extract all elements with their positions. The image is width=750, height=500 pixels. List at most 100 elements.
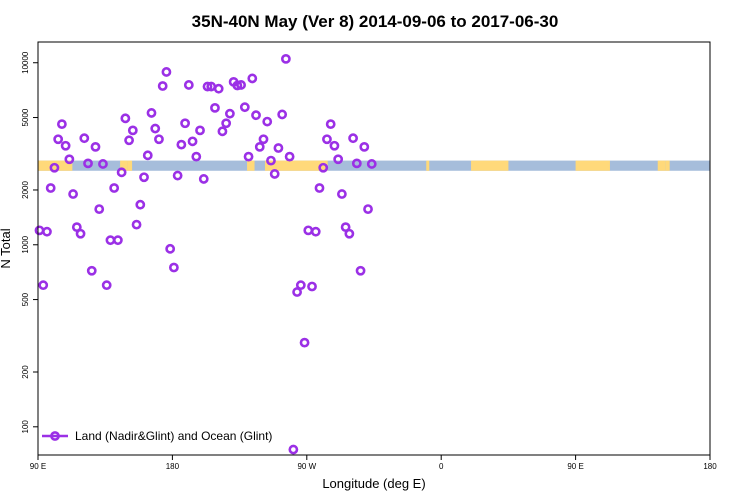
data-point [221,118,232,129]
data-point [127,125,138,136]
data-point [42,226,52,237]
x-tick-label: 0 [439,462,444,471]
data-point [224,108,235,119]
data-point [273,143,284,153]
data-point [355,265,366,276]
data-point [195,125,205,136]
data-point [236,80,246,90]
land-band [127,160,133,171]
data-point [280,53,291,64]
data-point [344,228,355,239]
data-point [251,110,261,121]
land-band [120,160,128,171]
data-point [90,141,101,152]
x-tick-label: 90 E [567,462,583,471]
data-point [56,119,67,130]
data-point [116,167,127,178]
data-point [213,83,224,94]
y-tick-label: 2000 [21,181,30,199]
data-point [154,134,164,145]
data-point [139,172,149,183]
data-point [64,154,75,165]
data-point [322,134,332,145]
data-point [359,141,370,152]
data-point [239,102,250,113]
data-point [363,204,373,215]
x-tick-label: 90 W [297,462,316,471]
data-point [98,159,108,169]
data-point [310,226,321,237]
data-point [254,141,265,152]
data-point [176,139,187,150]
x-tick-label: 180 [703,462,717,471]
land-band [38,160,73,171]
data-point [329,140,340,151]
data-point [288,444,299,455]
data-point [180,118,190,129]
data-point [135,199,146,210]
data-point [284,151,295,162]
data-point [247,73,258,84]
data-point [38,280,49,291]
data-point [243,151,254,162]
data-point [269,169,280,179]
land-band [657,160,666,171]
x-axis-label: Longitude (deg E) [322,476,425,491]
data-point [45,183,56,193]
data-point [161,67,172,77]
data-point [351,158,362,169]
y-axis-label: N Total [0,228,13,268]
data-point [172,170,183,181]
data-point [112,235,123,246]
data-point [262,116,273,127]
data-point [292,287,302,297]
x-tick-label: 90 E [30,462,46,471]
data-point [146,108,157,118]
data-point [348,133,358,144]
data-point [314,183,325,193]
data-point [124,135,134,146]
data-point [86,265,97,276]
data-point [295,280,306,291]
data-point [165,243,176,254]
data-point [198,174,209,184]
data-point [191,151,202,162]
data-point [157,81,168,91]
data-point [120,113,131,124]
data-point [318,162,329,173]
data-point [53,134,64,145]
land-band [471,160,509,171]
data-point [101,280,112,291]
data-point [109,183,120,193]
data-point [266,155,276,166]
data-point [75,228,86,239]
data-point [187,136,198,147]
data-point [307,281,317,292]
data-point [83,158,93,169]
data-point [183,80,194,90]
y-tick-label: 10000 [21,51,30,74]
data-point [202,81,213,92]
data-point [94,204,105,215]
data-points [34,53,377,455]
data-point [142,150,153,161]
land-band [665,160,670,171]
y-tick-label: 100 [21,420,30,434]
chart-title: 35N-40N May (Ver 8) 2014-09-06 to 2017-0… [192,12,559,31]
y-tick-label: 1000 [21,235,30,253]
land-band [426,160,430,171]
data-point [277,109,288,120]
data-point [60,140,71,151]
legend-marker [50,431,60,441]
y-tick-label: 5000 [21,108,30,126]
legend-label: Land (Nadir&Glint) and Ocean (Glint) [75,429,272,443]
data-point [168,262,179,273]
plot-frame [37,41,711,456]
data-point [150,123,161,134]
data-point [68,189,78,199]
data-point [105,235,116,246]
data-point [49,162,60,173]
data-point [336,189,347,199]
data-point [325,119,336,130]
